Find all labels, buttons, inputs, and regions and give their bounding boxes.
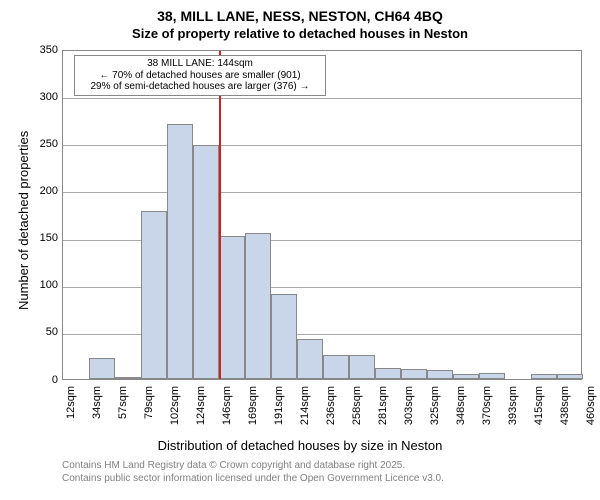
histogram-bar: [375, 368, 401, 379]
histogram-chart: 38, MILL LANE, NESS, NESTON, CH64 4BQ Si…: [0, 0, 600, 500]
annotation-line: 29% of semi-detached houses are larger (…: [79, 81, 321, 93]
chart-subtitle: Size of property relative to detached ho…: [0, 26, 600, 41]
y-tick-label: 200: [28, 185, 58, 197]
annotation-line: 38 MILL LANE: 144sqm: [79, 58, 321, 70]
histogram-bar: [115, 377, 141, 379]
histogram-bar: [141, 211, 167, 379]
x-tick-label: 303sqm: [403, 386, 415, 426]
histogram-bar: [479, 373, 505, 379]
gridline: [63, 192, 581, 193]
license-text: Contains HM Land Registry data © Crown c…: [62, 460, 444, 485]
license-line-1: Contains HM Land Registry data © Crown c…: [62, 460, 444, 473]
histogram-bar: [219, 236, 245, 379]
license-line-2: Contains public sector information licen…: [62, 473, 444, 486]
histogram-bar: [193, 145, 219, 379]
annotation-line: ← 70% of detached houses are smaller (90…: [79, 70, 321, 82]
x-tick-label: 57sqm: [117, 386, 129, 426]
histogram-bar: [557, 374, 583, 379]
annotation-box: 38 MILL LANE: 144sqm← 70% of detached ho…: [74, 55, 326, 96]
reference-line: [219, 51, 221, 379]
plot-area: [62, 50, 582, 380]
x-tick-label: 393sqm: [507, 386, 519, 426]
x-tick-label: 146sqm: [221, 386, 233, 426]
x-tick-label: 124sqm: [195, 386, 207, 426]
x-tick-label: 438sqm: [559, 386, 571, 426]
x-tick-label: 325sqm: [429, 386, 441, 426]
y-tick-label: 50: [28, 326, 58, 338]
histogram-bar: [297, 339, 323, 379]
histogram-bar: [349, 355, 375, 379]
x-tick-label: 191sqm: [273, 386, 285, 426]
x-tick-label: 79sqm: [143, 386, 155, 426]
y-tick-label: 350: [28, 44, 58, 56]
gridline: [63, 98, 581, 99]
y-tick-label: 250: [28, 138, 58, 150]
y-tick-label: 150: [28, 232, 58, 244]
x-tick-label: 12sqm: [65, 386, 77, 426]
x-tick-label: 460sqm: [585, 386, 597, 426]
x-tick-label: 370sqm: [481, 386, 493, 426]
x-tick-label: 102sqm: [169, 386, 181, 426]
x-tick-label: 214sqm: [299, 386, 311, 426]
histogram-bar: [427, 370, 453, 379]
histogram-bar: [531, 374, 557, 379]
gridline: [63, 145, 581, 146]
x-tick-label: 34sqm: [91, 386, 103, 426]
histogram-bar: [245, 233, 271, 379]
histogram-bar: [167, 124, 193, 379]
x-tick-label: 236sqm: [325, 386, 337, 426]
histogram-bar: [401, 369, 427, 379]
chart-title: 38, MILL LANE, NESS, NESTON, CH64 4BQ: [0, 8, 600, 24]
y-tick-label: 100: [28, 279, 58, 291]
y-tick-label: 0: [28, 374, 58, 386]
histogram-bar: [271, 294, 297, 379]
histogram-bar: [89, 358, 115, 379]
x-tick-label: 258sqm: [351, 386, 363, 426]
x-axis-label: Distribution of detached houses by size …: [0, 438, 600, 453]
x-tick-label: 348sqm: [455, 386, 467, 426]
x-tick-label: 281sqm: [377, 386, 389, 426]
x-tick-label: 169sqm: [247, 386, 259, 426]
y-tick-label: 300: [28, 91, 58, 103]
histogram-bar: [453, 374, 479, 379]
histogram-bar: [323, 355, 349, 379]
x-tick-label: 415sqm: [533, 386, 545, 426]
